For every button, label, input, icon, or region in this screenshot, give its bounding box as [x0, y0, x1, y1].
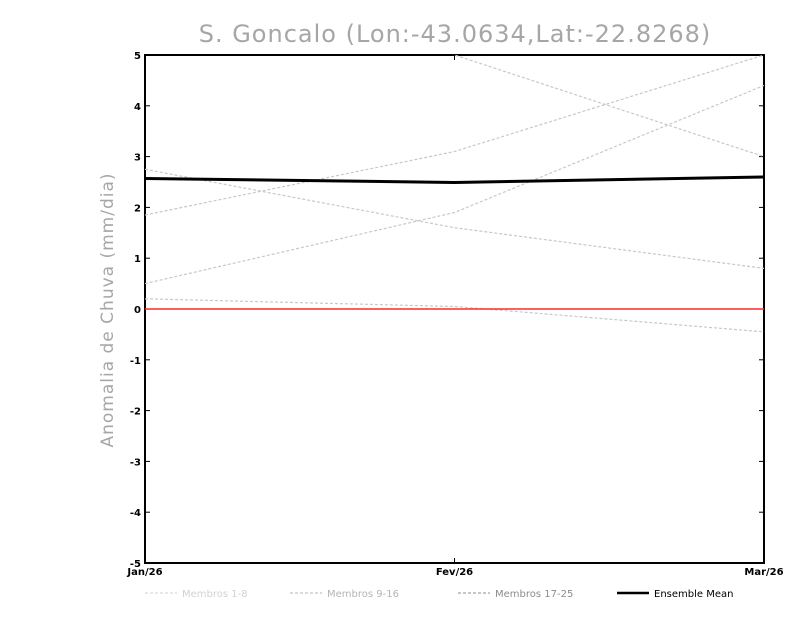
x-tick-label: Fev/26 [436, 567, 473, 578]
y-tick-label: -4 [130, 508, 141, 519]
y-tick-label: 0 [134, 305, 141, 316]
chart-title: S. Goncalo (Lon:-43.0634,Lat:-22.8268) [199, 20, 712, 48]
y-tick-label: 3 [134, 153, 141, 164]
y-axis-ticks: 5 4 3 2 1 0 -1 -2 -3 -4 -5 [130, 51, 764, 570]
y-tick-label: -1 [130, 356, 141, 367]
x-tick-label: Jan/26 [126, 567, 162, 578]
y-tick-label: -3 [130, 457, 141, 468]
member-line [145, 298, 764, 333]
ensemble-members [145, 55, 764, 333]
legend-label: Ensemble Mean [654, 589, 733, 600]
legend-label: Membros 17-25 [495, 589, 573, 600]
x-axis-ticks: Jan/26 Fev/26 Mar/26 [126, 55, 784, 578]
y-tick-label: 1 [134, 254, 141, 265]
legend-label: Membros 1-8 [182, 589, 248, 600]
y-tick-label: -2 [130, 407, 141, 418]
member-line [145, 168, 764, 269]
legend: Membros 1-8 Membros 9-16 Membros 17-25 Ense… [145, 589, 733, 600]
legend-label: Membros 9-16 [327, 589, 399, 600]
y-tick-label: 2 [134, 203, 141, 214]
member-line [452, 55, 764, 158]
member-line [145, 84, 764, 285]
member-line [145, 55, 764, 216]
ensemble-mean-line [144, 175, 765, 185]
ensemble-mean-series [144, 175, 765, 185]
y-tick-label: 5 [134, 51, 141, 62]
y-tick-label: -5 [130, 559, 141, 570]
y-tick-label: 4 [134, 102, 141, 113]
x-tick-label: Mar/26 [744, 567, 783, 578]
y-axis-label: Anomalia de Chuva (mm/dia) [98, 172, 118, 447]
